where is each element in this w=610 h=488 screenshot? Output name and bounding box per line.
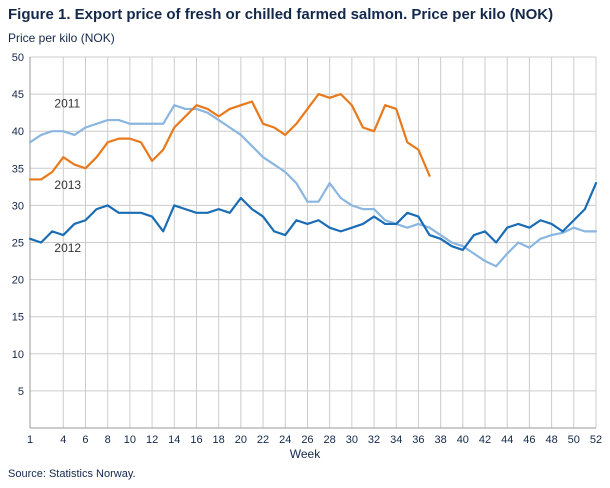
svg-text:40: 40 <box>12 126 24 138</box>
svg-text:18: 18 <box>213 434 225 446</box>
figure-title: Figure 1. Export price of fresh or chill… <box>8 6 554 23</box>
svg-text:44: 44 <box>501 434 513 446</box>
svg-text:20: 20 <box>235 434 247 446</box>
svg-text:30: 30 <box>12 200 24 212</box>
series-lines: 2011 2013 2012 <box>28 92 598 268</box>
svg-text:8: 8 <box>105 434 111 446</box>
series-label-2013: 2013 <box>54 178 81 192</box>
svg-text:42: 42 <box>479 434 491 446</box>
svg-text:26: 26 <box>301 434 313 446</box>
svg-text:20: 20 <box>12 275 24 287</box>
svg-text:1: 1 <box>27 434 33 446</box>
svg-text:36: 36 <box>412 434 424 446</box>
svg-text:48: 48 <box>545 434 557 446</box>
svg-text:45: 45 <box>12 89 24 101</box>
svg-text:28: 28 <box>324 434 336 446</box>
svg-text:50: 50 <box>568 434 580 446</box>
axes <box>29 57 596 429</box>
svg-text:10: 10 <box>124 434 136 446</box>
svg-text:30: 30 <box>346 434 358 446</box>
svg-text:24: 24 <box>279 434 291 446</box>
svg-text:5: 5 <box>18 386 24 398</box>
y-axis-title: Price per kilo (NOK) <box>8 31 115 45</box>
svg-text:16: 16 <box>190 434 202 446</box>
svg-text:6: 6 <box>82 434 88 446</box>
source-text: Source: Statistics Norway. <box>8 468 136 480</box>
svg-text:15: 15 <box>12 312 24 324</box>
series-line-2011 <box>28 104 598 268</box>
svg-text:4: 4 <box>60 434 66 446</box>
svg-text:35: 35 <box>12 163 24 175</box>
svg-text:50: 50 <box>12 52 24 64</box>
svg-text:34: 34 <box>390 434 402 446</box>
series-line-2012 <box>28 182 598 252</box>
x-axis-title: Week <box>289 447 321 461</box>
svg-text:25: 25 <box>12 238 24 250</box>
svg-text:12: 12 <box>146 434 158 446</box>
svg-text:46: 46 <box>523 434 535 446</box>
svg-text:14: 14 <box>168 434 180 446</box>
gridlines <box>30 56 597 428</box>
svg-text:40: 40 <box>457 434 469 446</box>
series-line-2013 <box>28 92 431 181</box>
svg-text:22: 22 <box>257 434 269 446</box>
svg-text:32: 32 <box>368 434 380 446</box>
svg-text:10: 10 <box>12 349 24 361</box>
series-label-2011: 2011 <box>54 96 80 110</box>
series-label-2012: 2012 <box>54 241 81 255</box>
svg-text:52: 52 <box>590 434 602 446</box>
svg-text:38: 38 <box>435 434 447 446</box>
